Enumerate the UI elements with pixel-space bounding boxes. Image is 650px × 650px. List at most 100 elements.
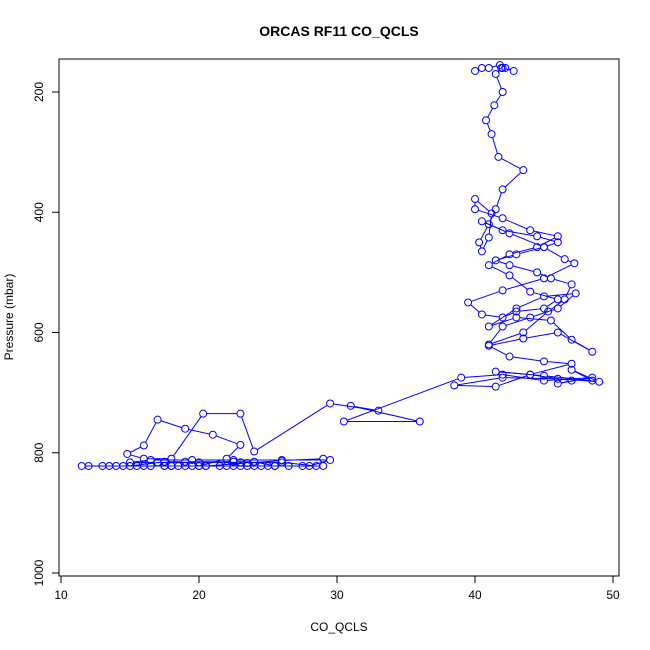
data-point — [490, 101, 499, 110]
data-point — [540, 371, 548, 380]
series-segment — [491, 346, 507, 356]
data-point — [298, 461, 307, 470]
series-segment — [533, 230, 555, 237]
data-point — [509, 66, 518, 75]
data-point — [519, 334, 528, 343]
data-point — [512, 307, 521, 316]
data-point — [546, 274, 555, 283]
data-point — [319, 461, 328, 470]
series-segment — [560, 295, 574, 307]
data-point — [491, 367, 500, 376]
series-segment — [492, 137, 498, 154]
data-point — [487, 209, 496, 218]
data-point — [540, 357, 548, 366]
series-segment — [130, 454, 141, 459]
data-point — [112, 461, 121, 470]
data-point — [475, 238, 484, 247]
series-segment — [215, 435, 238, 445]
data-point — [477, 63, 486, 72]
data-point — [374, 406, 383, 415]
data-point — [319, 454, 328, 463]
data-point — [195, 461, 203, 470]
series-segment — [501, 158, 521, 169]
series-segment — [478, 209, 500, 218]
data-point — [505, 229, 514, 238]
data-point — [77, 461, 86, 470]
series-segment — [457, 377, 500, 386]
data-point — [199, 409, 208, 418]
data-point — [588, 373, 597, 382]
series-segment — [483, 240, 488, 249]
data-point — [491, 69, 500, 78]
data-point — [415, 417, 424, 426]
series-segment — [495, 94, 502, 103]
data-point — [222, 454, 231, 463]
data-point — [471, 66, 479, 75]
data-point — [498, 185, 507, 194]
data-point — [270, 461, 279, 470]
data-point — [553, 304, 562, 313]
y-tick-label: 600 — [32, 322, 46, 342]
y-tick-label: 1000 — [32, 559, 46, 586]
x-tick-label: 40 — [468, 588, 482, 602]
data-point — [484, 233, 493, 242]
data-point — [494, 152, 503, 161]
data-point — [540, 304, 548, 313]
series-segment — [512, 356, 541, 362]
series-segment — [519, 297, 541, 308]
series-segment — [464, 374, 500, 378]
series-segment — [546, 248, 562, 258]
series-segment — [567, 260, 572, 263]
data-point — [533, 243, 542, 252]
series-segment — [477, 200, 490, 212]
data-point — [512, 250, 521, 259]
data-point — [498, 322, 507, 331]
data-point — [477, 217, 486, 226]
series-segment — [526, 332, 555, 339]
data-point — [326, 455, 335, 464]
series-segment — [540, 236, 555, 242]
data-point — [208, 430, 217, 439]
series-segment — [547, 293, 573, 297]
x-tick-label: 20 — [192, 588, 206, 602]
chart-title: ORCAS RF11 CO_QCLS — [259, 23, 418, 39]
data-point — [498, 214, 507, 223]
series-segment — [491, 309, 514, 325]
data-point — [498, 286, 507, 295]
x-tick-label: 10 — [54, 588, 68, 602]
data-point — [567, 280, 576, 289]
data-point — [229, 461, 238, 470]
data-point — [540, 376, 548, 385]
series-layer — [77, 60, 604, 470]
data-point — [153, 415, 162, 424]
data-point — [484, 63, 493, 72]
data-point — [167, 454, 176, 463]
x-axis: 10 20 30 40 50 — [54, 575, 620, 602]
series-segment — [512, 265, 534, 272]
data-point — [464, 298, 473, 307]
data-point — [484, 220, 493, 229]
data-point — [326, 399, 335, 408]
series-segment — [511, 277, 528, 290]
data-point — [533, 268, 542, 277]
data-point — [491, 382, 500, 391]
data-point — [553, 374, 562, 383]
data-point — [126, 461, 134, 470]
series-segment — [496, 77, 502, 89]
data-point — [450, 381, 459, 390]
series-0 — [77, 60, 604, 470]
series-segment — [487, 108, 494, 118]
data-point — [588, 347, 597, 356]
data-point — [491, 256, 500, 265]
series-segment — [490, 328, 501, 343]
data-point — [487, 130, 496, 139]
series-segment — [574, 370, 597, 381]
data-point — [484, 340, 493, 349]
data-point — [236, 409, 245, 418]
x-tick-label: 30 — [330, 588, 344, 602]
data-point — [181, 457, 190, 466]
series-segment — [505, 230, 534, 237]
data-point — [477, 247, 486, 256]
series-segment — [133, 461, 162, 467]
